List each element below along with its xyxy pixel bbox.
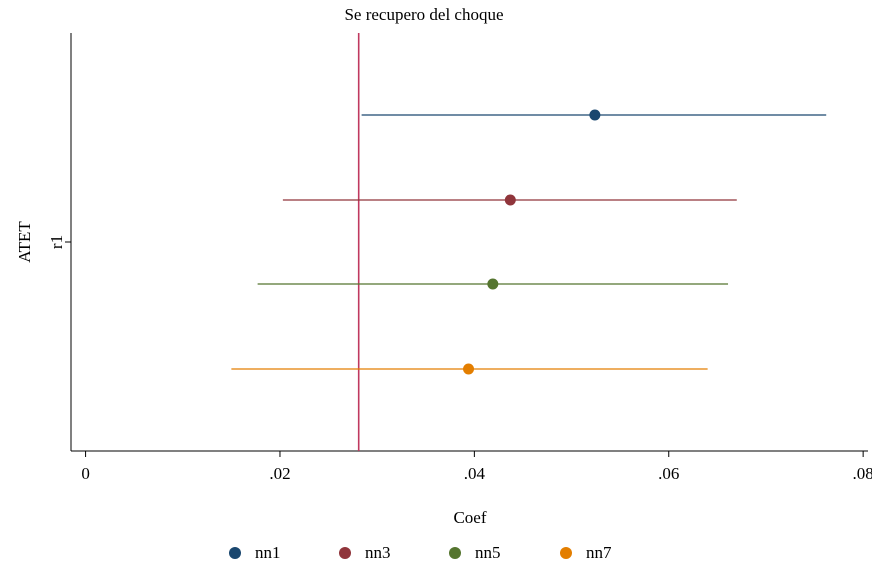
- x-axis-title: Coef: [453, 508, 486, 527]
- x-tick-label: .02: [269, 464, 290, 483]
- legend-marker-nn1: [229, 547, 241, 559]
- coefficient-plot: Se recupero del choque r1 ATET Coef 0 .02…: [15, 5, 872, 527]
- legend-item-nn7: nn7: [560, 541, 612, 565]
- legend-label-nn1: nn1: [255, 543, 281, 562]
- legend-item-nn5: nn5: [449, 541, 501, 565]
- series-marks: [231, 33, 827, 451]
- y-axis-title: ATET: [15, 221, 34, 263]
- x-tick-label: .08: [853, 464, 872, 483]
- legend-label-nn7: nn7: [586, 543, 612, 562]
- y-tick-label-r1: r1: [47, 235, 66, 249]
- legend-item-nn1: nn1: [229, 541, 281, 565]
- x-tick-label: .04: [464, 464, 486, 483]
- x-tick-label: 0: [81, 464, 90, 483]
- legend-marker-nn3: [339, 547, 351, 559]
- point-estimate-nn3: [504, 194, 516, 206]
- legend-marker-nn7: [560, 547, 572, 559]
- x-ticks: 0 .02 .04 .06 .08: [81, 451, 872, 483]
- point-estimate-nn7: [463, 363, 475, 375]
- chart-title: Se recupero del choque: [344, 5, 503, 24]
- legend-marker-nn5: [449, 547, 461, 559]
- point-estimate-nn5: [487, 278, 499, 290]
- x-tick-label: .06: [658, 464, 679, 483]
- legend-label-nn3: nn3: [365, 543, 391, 562]
- legend-label-nn5: nn5: [475, 543, 501, 562]
- legend: nn1 nn3 nn5 nn7: [0, 541, 872, 565]
- legend-item-nn3: nn3: [339, 541, 391, 565]
- point-estimate-nn1: [589, 109, 601, 121]
